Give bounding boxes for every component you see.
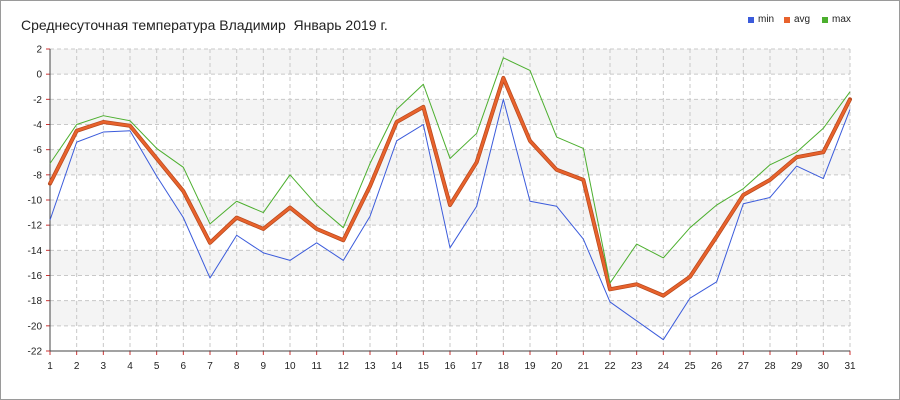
x-tick-label: 27 xyxy=(738,361,750,372)
x-tick-label: 1 xyxy=(47,361,53,372)
x-tick-label: 30 xyxy=(818,361,830,372)
y-tick-label: -10 xyxy=(28,196,43,207)
x-tick-label: 13 xyxy=(364,361,376,372)
series-line-avg xyxy=(48,76,852,297)
x-tick-label: 15 xyxy=(418,361,430,372)
y-tick-label: -22 xyxy=(28,347,43,358)
x-tick-label: 22 xyxy=(604,361,616,372)
x-tick-label: 6 xyxy=(181,361,187,372)
x-tick-label: 29 xyxy=(791,361,803,372)
x-tick-label: 14 xyxy=(391,361,403,372)
y-tick-label: -2 xyxy=(33,95,42,106)
x-tick-label: 25 xyxy=(684,361,696,372)
legend-item-avg: avg xyxy=(784,14,810,25)
legend-swatch-max xyxy=(822,16,828,23)
legend-item-max: max xyxy=(822,14,851,25)
x-tick-label: 10 xyxy=(284,361,296,372)
x-tick-label: 23 xyxy=(631,361,643,372)
x-tick-label: 28 xyxy=(764,361,776,372)
y-tick-label: -14 xyxy=(28,246,43,257)
x-tick-label: 21 xyxy=(578,361,590,372)
x-tick-label: 3 xyxy=(101,361,107,372)
y-tick-label: -6 xyxy=(33,145,42,156)
y-tick-label: -20 xyxy=(28,321,43,332)
legend-swatch-min xyxy=(748,16,754,23)
x-tick-label: 7 xyxy=(207,361,213,372)
y-tick-label: -12 xyxy=(28,221,43,232)
y-tick-label: -8 xyxy=(33,170,42,181)
x-tick-label: 4 xyxy=(127,361,133,372)
x-tick-label: 17 xyxy=(471,361,483,372)
x-tick-label: 5 xyxy=(154,361,160,372)
x-tick-label: 12 xyxy=(338,361,350,372)
x-tick-label: 9 xyxy=(261,361,267,372)
series-line-min xyxy=(49,98,851,341)
series-line-max xyxy=(49,57,851,284)
chart-title: Среднесуточная температура Владимир Янва… xyxy=(21,17,388,33)
x-tick-label: 16 xyxy=(444,361,456,372)
legend-label-max: max xyxy=(832,14,851,25)
y-tick-label: 0 xyxy=(36,70,42,81)
x-tick-label: 26 xyxy=(711,361,723,372)
x-tick-label: 18 xyxy=(498,361,510,372)
x-tick-label: 20 xyxy=(551,361,563,372)
legend-label-avg: avg xyxy=(794,14,811,25)
grid-band xyxy=(50,49,850,75)
y-tick-label: -4 xyxy=(33,120,42,131)
legend-swatch-avg xyxy=(784,16,790,23)
legend-item-min: min xyxy=(748,14,774,25)
x-tick-label: 19 xyxy=(524,361,536,372)
y-tick-label: 2 xyxy=(36,45,42,56)
x-tick-label: 11 xyxy=(311,361,322,372)
y-tick-label: -18 xyxy=(28,296,43,307)
x-tick-label: 31 xyxy=(844,361,856,372)
y-tick-label: -16 xyxy=(28,271,43,282)
x-tick-label: 2 xyxy=(74,361,80,372)
x-tick-label: 8 xyxy=(234,361,240,372)
x-tick-label: 24 xyxy=(658,361,670,372)
legend-label-min: min xyxy=(758,14,775,25)
